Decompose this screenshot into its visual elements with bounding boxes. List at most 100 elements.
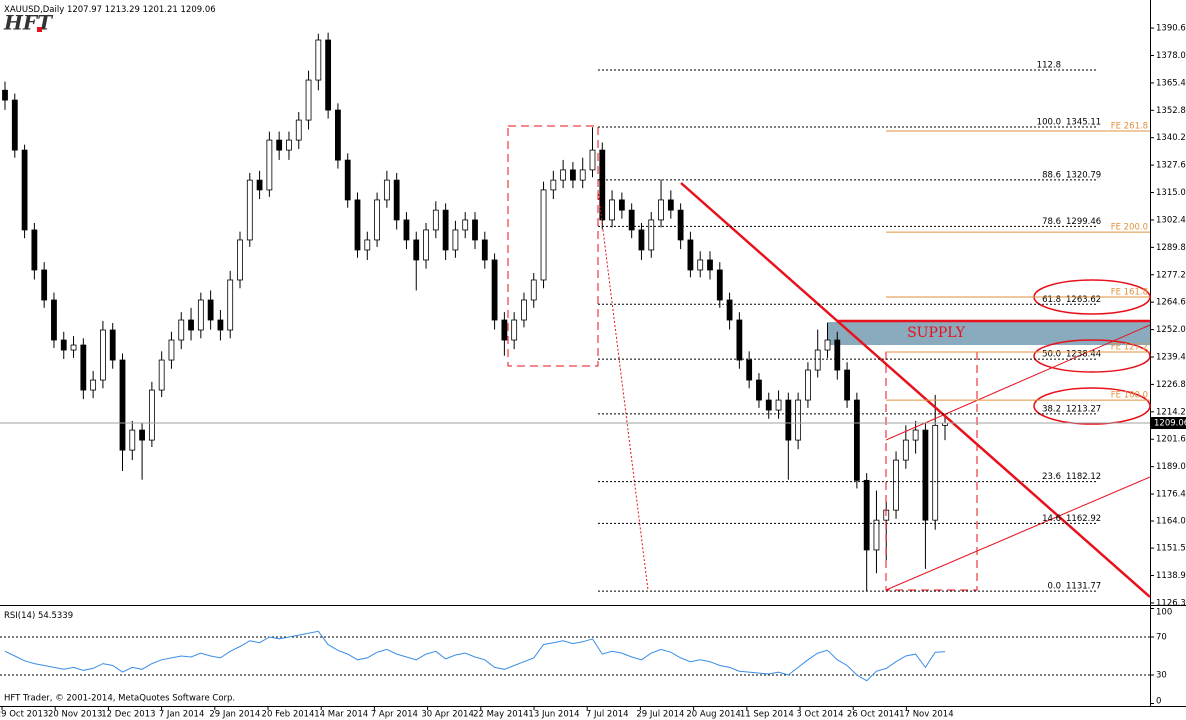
y-tick-label: 1365.40 [1156,78,1186,88]
x-tick-label: 29 Jan 2014 [209,710,260,720]
x-tick-label: 26 Oct 2014 [847,710,900,720]
x-tick-label: 22 May 2014 [473,710,528,720]
candle-body [80,344,87,391]
candle-body [873,519,880,551]
x-tick-label: 7 Jul 2014 [586,710,629,720]
fib-ratio: 112.8 [1037,61,1061,71]
candle-body [188,319,194,331]
candle-body [266,139,273,191]
candle-body [364,239,371,251]
candle-body [148,389,155,441]
candle-body [824,339,831,351]
candle-body [677,209,684,241]
candle-body [335,109,341,161]
candle-body [354,199,361,251]
candle-body [736,319,743,361]
current-price-label: 1209.06 [1154,418,1186,428]
candle-body [207,299,214,321]
candle-body [765,399,772,411]
y-tick-label: 1164.00 [1156,517,1186,527]
high: 1213.29 [105,5,140,15]
y-tick-label: 1390.60 [1156,24,1186,34]
y-tick-label: 1138.95 [1156,571,1186,581]
candle-body [51,299,57,341]
x-tick-label: 29 Jul 2014 [636,710,684,720]
current-price-box [1151,416,1186,429]
candle-body [462,219,469,231]
y-tick-label: 1201.60 [1156,435,1186,445]
rsi-header: RSI(14) 54.5339 [4,611,73,621]
candle-body [902,439,909,461]
copyright: HFT Trader, © 2001-2014, MetaQuotes Soft… [4,694,235,704]
candle-body [746,359,753,381]
candle-body [197,299,204,331]
fe-label: FE 200.0 [1111,223,1148,233]
candle-body [237,239,243,281]
candle-body [129,429,136,451]
y-tick-label: 1214.20 [1156,407,1186,417]
rsi-tick-label: 70 [1156,633,1167,643]
candle-body [295,119,302,141]
candle-body [579,169,586,181]
candle-body [716,269,723,301]
y-tick-label: 1378.00 [1156,51,1186,61]
candle-body [726,299,733,321]
candle-body [707,259,713,271]
candle-body [550,179,557,191]
candle-body [70,344,77,351]
logo: HFT [3,11,54,35]
candle-body [667,199,674,211]
candle-body [785,399,792,441]
candle-body [530,279,537,301]
candle-body [628,209,635,231]
candle-body [472,219,478,241]
candle-body [383,179,390,201]
y-tick-label: 1277.20 [1156,270,1186,280]
candle-body [540,189,547,281]
fib-ratio: 23.6 [1042,472,1061,482]
x-tick-label: 17 Nov 2014 [899,710,953,720]
y-tick-label: 1252.00 [1156,325,1186,335]
range-box [507,125,599,367]
candle-body [31,229,38,271]
fib-price: 1238.44 [1066,350,1101,360]
candle-body [589,149,596,171]
y-tick-label: 1352.80 [1156,106,1186,116]
candle-body [834,339,841,371]
candle-body [501,319,508,341]
candle-body [805,369,811,401]
candle-body [922,429,929,521]
candle-body [403,219,410,241]
candle-body [344,159,351,201]
fe-label: FE 261.8 [1111,121,1148,131]
candle-body [139,429,145,441]
candle-body [276,139,283,151]
low: 1201.21 [143,5,178,15]
candle-body [168,339,175,361]
y-tick-label: 1126.35 [1156,598,1186,608]
candle-body [41,269,48,301]
fib-price: 1213.27 [1066,404,1101,414]
x-tick-label: 12 Dec 2013 [101,710,155,720]
candle-body [452,229,459,251]
x-tick-label: 30 Apr 2014 [421,710,474,720]
trendline [680,182,1151,598]
candle-body [853,399,860,481]
candle-body [442,209,449,251]
y-tick-label: 1327.60 [1156,161,1186,171]
y-tick-label: 1289.80 [1156,243,1186,253]
y-tick-label: 1189.00 [1156,462,1186,472]
candle-body [100,329,106,381]
candle-body [697,259,704,271]
candle-body [109,329,116,361]
y-tick-label: 1264.60 [1156,298,1186,308]
candle-body [756,379,762,401]
candle-body [599,149,606,221]
x-tick-label: 3 Oct 2014 [796,710,843,720]
candle-body [658,199,664,221]
candle-body [609,199,615,221]
y-tick-label: 1302.40 [1156,215,1186,225]
x-tick-label: 14 Mar 2014 [314,710,368,720]
candle-body [481,239,488,261]
